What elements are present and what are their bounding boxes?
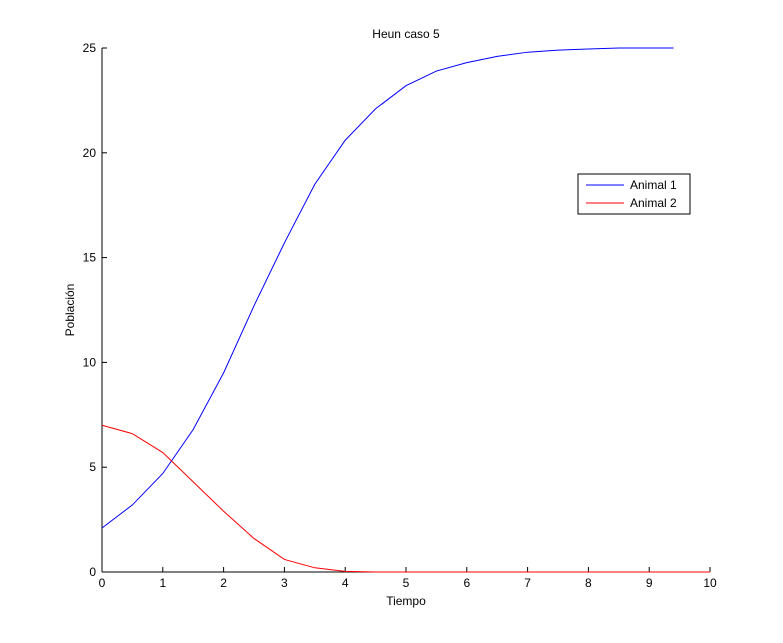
chart-title: Heun caso 5: [372, 27, 440, 41]
legend-label: Animal 1: [630, 178, 677, 192]
y-tick-label: 0: [89, 565, 96, 579]
y-axis-label: Población: [63, 284, 77, 337]
legend-box: [577, 173, 691, 215]
x-tick-label: 0: [99, 576, 106, 590]
y-tick-label: 10: [83, 355, 97, 369]
x-tick-label: 2: [220, 576, 227, 590]
x-tick-label: 10: [703, 576, 717, 590]
x-tick-label: 5: [403, 576, 410, 590]
x-tick-label: 7: [524, 576, 531, 590]
x-tick-label: 8: [585, 576, 592, 590]
x-axis-label: Tiempo: [386, 594, 426, 608]
y-tick-label: 20: [83, 146, 97, 160]
x-tick-label: 4: [342, 576, 349, 590]
x-tick-label: 6: [463, 576, 470, 590]
x-tick-label: 9: [646, 576, 653, 590]
legend-label: Animal 2: [630, 196, 677, 210]
y-tick-label: 5: [89, 460, 96, 474]
series-line: [101, 424, 710, 573]
x-tick-label: 3: [281, 576, 288, 590]
y-tick-label: 15: [83, 251, 97, 265]
y-tick-label: 25: [83, 41, 97, 55]
series-line: [101, 47, 674, 529]
x-tick-label: 1: [159, 576, 166, 590]
